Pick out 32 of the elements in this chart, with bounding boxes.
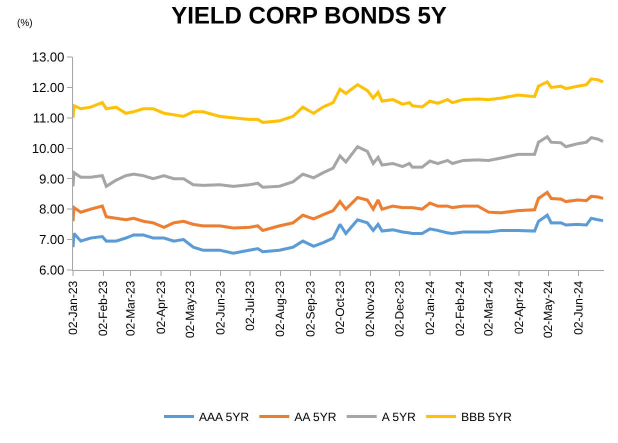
x-tick-label: 02-Jan-23 [66, 280, 80, 335]
y-tick-label: 7.00 [39, 232, 64, 248]
y-tick-label: 13.00 [32, 50, 64, 65]
x-tick-label: 02-Oct-23 [332, 280, 347, 334]
y-tick-label: 8.00 [39, 202, 64, 217]
x-tick-label: 02-Apr-23 [154, 280, 168, 334]
legend-label: AA 5YR [294, 410, 337, 424]
x-tick-label: 02-May-23 [183, 280, 198, 338]
x-tick-label: 02-Mar-23 [124, 280, 138, 336]
y-tick-label: 11.00 [32, 110, 64, 126]
x-tick-label: 02-Jul-23 [242, 280, 257, 331]
legend-label: A 5YR [382, 410, 416, 424]
y-tick-label: 12.00 [32, 80, 64, 95]
x-tick-label: 02-Sep-23 [304, 280, 318, 337]
x-tick-label: 02-Feb-23 [96, 280, 110, 336]
legend-label: AAA 5YR [199, 410, 250, 424]
x-tick-label: 02-Jun-24 [571, 280, 586, 335]
y-axis-title: (%) [17, 18, 33, 29]
x-tick-label: 02-Apr-24 [512, 280, 526, 334]
x-tick-label: 02-Dec-23 [392, 280, 407, 337]
x-tick-label: 02-May-24 [541, 280, 556, 338]
x-tick-label: 02-Feb-24 [453, 280, 468, 336]
x-tick-label: 02-Mar-24 [482, 280, 496, 336]
legend-label: BBB 5YR [461, 410, 512, 424]
x-tick-label: 02-Nov-23 [363, 280, 378, 337]
y-tick-label: 9.00 [39, 171, 64, 186]
x-tick-label: 02-Jun-23 [214, 280, 228, 335]
y-tick-label: 10.00 [32, 140, 64, 156]
chart-title: YIELD CORP BONDS 5Y [171, 2, 447, 30]
x-tick-label: 02-Aug-23 [273, 280, 288, 337]
y-tick-label: 6.00 [39, 262, 64, 278]
x-tick-label: 02-Jan-24 [422, 280, 437, 335]
